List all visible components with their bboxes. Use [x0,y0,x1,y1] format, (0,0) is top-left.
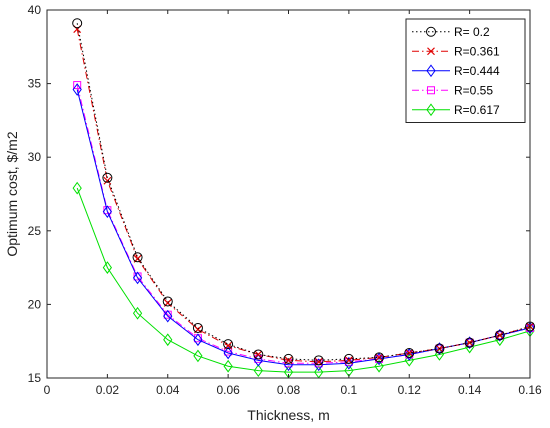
data-point [102,261,112,274]
data-point [103,176,112,185]
series-line [76,23,531,361]
y-tick-label: 35 [28,77,42,91]
legend-label: R=0.444 [454,64,500,78]
series-line [76,84,531,364]
data-point [374,352,385,363]
data-point [163,333,173,347]
data-point [253,349,264,360]
data-point [132,252,143,263]
x-axis-label: Thickness, m [247,407,329,423]
legend-label: R= 0.2 [454,25,490,39]
data-point [72,181,82,195]
series-line [76,187,531,373]
legend-entry: R=0.444 [412,64,500,78]
y-tick-label: 40 [28,3,42,17]
data-point [405,349,414,357]
data-point [254,350,263,359]
y-tick-label: 20 [28,297,42,311]
legend-marker [426,64,436,78]
data-point [223,339,234,350]
data-point [374,359,384,373]
data-point [72,18,83,29]
data-point [72,83,82,96]
data-point [404,353,414,367]
data-point [73,81,82,90]
x-tick-label: 0.08 [277,383,301,397]
data-point [464,337,475,348]
data-point [132,306,143,320]
legend-entry: R=0.55 [412,83,493,97]
y-tick-label: 15 [28,371,42,385]
data-point [223,359,233,373]
data-point [132,271,143,285]
x-tick-label: 0.12 [398,383,422,397]
legend-entry: R=0.361 [412,44,500,58]
data-point [162,296,173,307]
data-point [163,309,173,323]
data-point [102,172,113,183]
data-point [192,322,203,333]
y-tick-label: 30 [28,150,42,164]
data-point [375,353,383,362]
x-tick-label: 0.04 [156,383,180,397]
data-point [102,205,112,219]
x-tick-label: 0.06 [216,383,240,397]
data-point [465,338,474,347]
y-tick-label: 25 [28,224,42,238]
x-tick-label: 0.1 [341,383,358,397]
data-point [283,353,294,364]
x-tick-label: 0 [44,383,51,397]
x-tick-label: 0.16 [518,383,542,397]
series-1 [72,18,535,366]
legend-entry: R=0.617 [412,103,500,117]
tick-layer: 0 0.02 0.04 0.06 0.08 0.1 0.12 0.14 0.16 15 20 25 30… [28,3,542,397]
legend-marker [427,47,435,56]
y-axis-label: Optimum cost, $/m2 [4,131,20,256]
data-point [223,346,233,360]
legend-marker [427,86,435,95]
legend-label: R=0.361 [454,44,500,58]
data-point [434,343,445,354]
legend-entry: R= 0.2 [412,25,490,39]
legend-label: R=0.617 [454,103,500,117]
data-point [193,333,203,347]
legend-marker [426,103,436,117]
data-point [313,355,324,366]
data-point [344,356,354,370]
x-tick-label: 0.02 [96,383,120,397]
legend: R= 0.2 R=0.361 R=0.444 R=0.55 R=0.617 [405,18,526,123]
data-point [404,347,415,358]
data-point [494,330,505,341]
x-tick-label: 0.14 [458,383,482,397]
data-point [495,331,504,340]
data-point [343,353,354,364]
legend-label: R=0.55 [454,83,493,97]
data-point [193,349,203,363]
series-line [76,29,531,363]
data-point [314,358,324,372]
legend-marker [426,26,436,37]
data-point [253,364,263,377]
